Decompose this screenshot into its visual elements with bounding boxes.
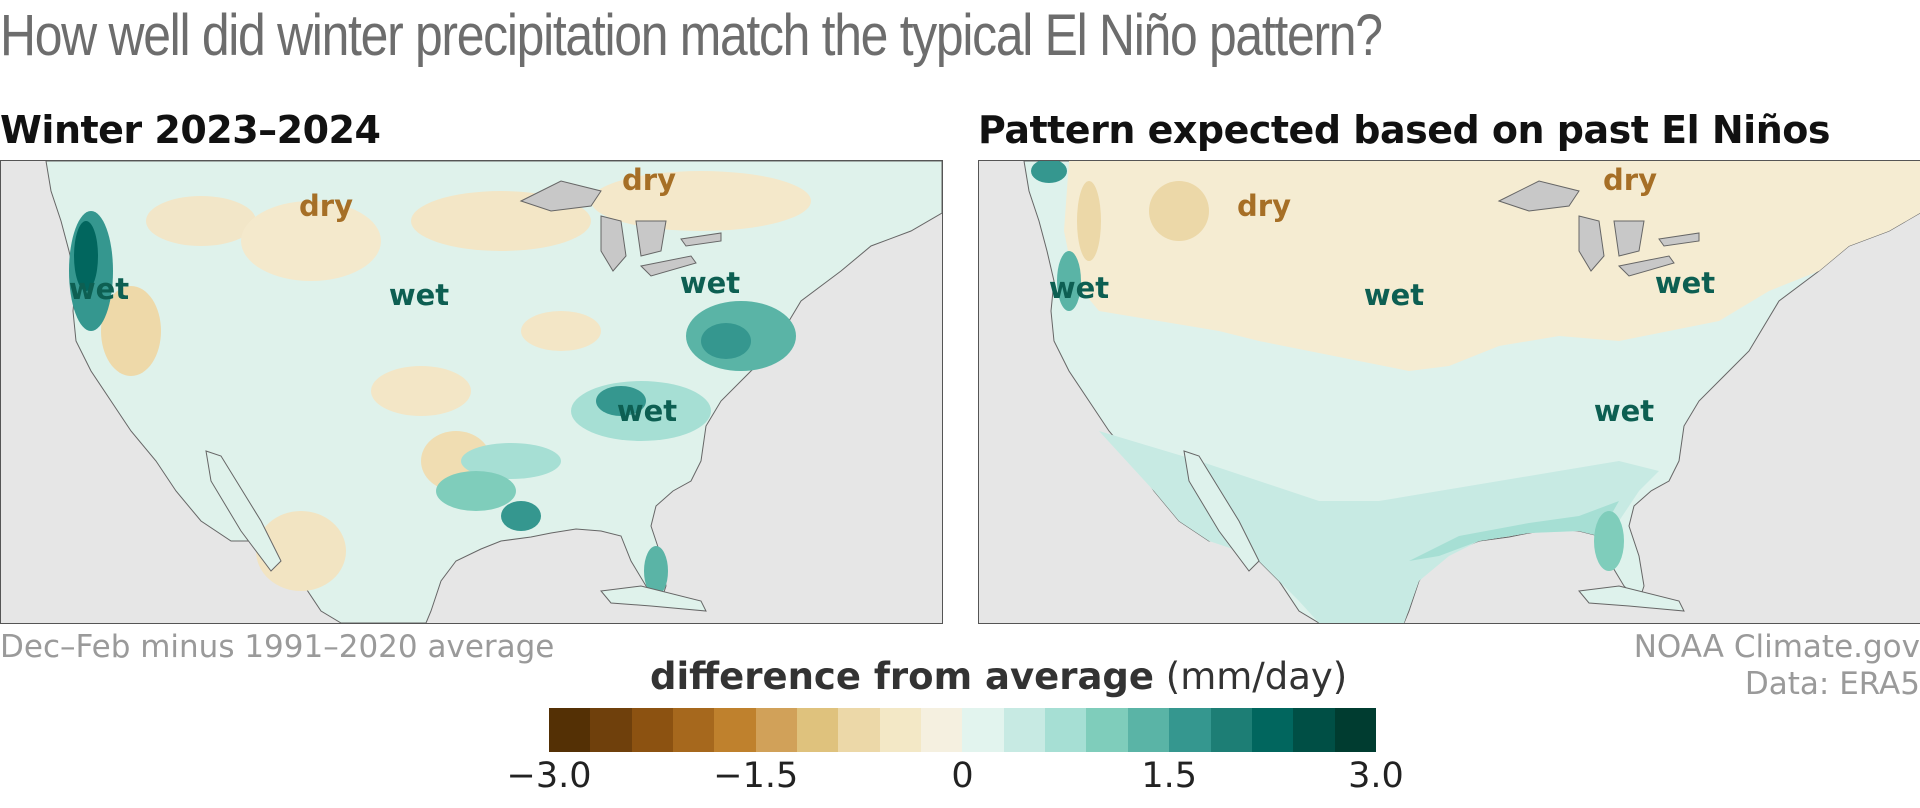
map-label: wet (1654, 266, 1716, 300)
credit-line-1: NOAA Climate.gov (1633, 629, 1920, 665)
colorbar-swatch (1251, 708, 1294, 752)
panel-title-observed: Winter 2023–2024 (0, 108, 381, 152)
colorbar-swatch (1003, 708, 1046, 752)
colorbar-swatch (673, 708, 715, 752)
colorbar-swatch (838, 708, 880, 752)
colorbar-tick: 0 (951, 756, 974, 796)
panel-title-expected: Pattern expected based on past El Niños (978, 108, 1830, 152)
colorbar-swatch (1086, 708, 1128, 752)
headline: How well did winter precipitation match … (0, 3, 1383, 68)
colorbar-swatch (631, 708, 674, 752)
credit-line-2: Data: ERA5 (1744, 666, 1920, 702)
colorbar-tick: −3.0 (506, 756, 592, 796)
colorbar-swatch (1210, 708, 1252, 752)
colorbar-swatch (714, 708, 756, 752)
map-label: dry (622, 163, 676, 197)
legend-title-units: (mm/day) (1165, 655, 1348, 698)
colorbar-swatch (1127, 708, 1170, 752)
colorbar-tick: 3.0 (1348, 756, 1404, 796)
map-label: wet (1593, 394, 1655, 428)
colorbar-tick: 1.5 (1141, 756, 1198, 796)
map-expected: dry dry wet wet wet wet (978, 160, 1920, 624)
colorbar-swatch (797, 708, 839, 752)
map-label: wet (679, 266, 741, 300)
legend-title-main: difference from average (650, 655, 1154, 698)
colorbar-tick: −1.5 (713, 756, 799, 796)
colorbar-swatch (549, 708, 591, 752)
caption-baseline: Dec–Feb minus 1991–2020 average (0, 629, 555, 665)
map-observed: dry dry wet wet wet wet (0, 160, 943, 624)
map-expected-graphic (979, 161, 1920, 623)
colorbar-swatch (1169, 708, 1211, 752)
map-label: wet (388, 278, 450, 312)
colorbar-swatch (1045, 708, 1087, 752)
colorbar-swatch (590, 708, 632, 752)
map-label: wet (616, 394, 678, 428)
colorbar-swatch (1334, 708, 1376, 752)
map-label: dry (1237, 189, 1291, 223)
map-label: wet (68, 272, 130, 306)
map-label: dry (299, 189, 353, 223)
map-label: dry (1603, 163, 1657, 197)
map-label: wet (1048, 271, 1110, 305)
colorbar-swatch (921, 708, 963, 752)
colorbar-swatch (755, 708, 798, 752)
map-label: wet (1363, 278, 1425, 312)
colorbar (549, 708, 1376, 752)
colorbar-swatch (1293, 708, 1335, 752)
map-observed-graphic (1, 161, 942, 623)
colorbar-swatch (879, 708, 922, 752)
colorbar-swatch (962, 708, 1004, 752)
legend-title: difference from average (mm/day) (650, 655, 1347, 698)
